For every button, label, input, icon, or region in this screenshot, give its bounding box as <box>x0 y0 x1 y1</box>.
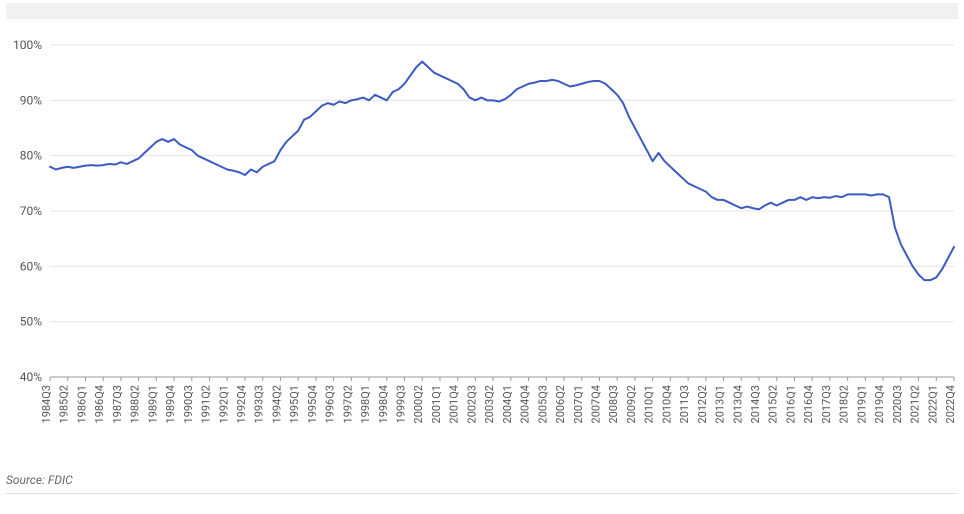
x-tick-label: 2009Q2 <box>625 385 638 423</box>
y-tick-label: 80% <box>20 149 42 163</box>
x-tick-label: 2020Q3 <box>891 385 904 423</box>
x-tick-label: 2017Q3 <box>820 385 833 423</box>
x-tick-label: 2013Q1 <box>714 385 727 423</box>
x-tick-label: 2007Q4 <box>589 385 602 423</box>
x-tick-label: 1999Q3 <box>395 385 408 423</box>
y-tick-label: 70% <box>20 204 42 218</box>
x-tick-label: 1998Q1 <box>359 385 372 423</box>
x-tick-label: 2022Q4 <box>944 385 957 423</box>
x-tick-label: 1994Q2 <box>270 385 283 423</box>
x-tick-label: 1992Q1 <box>217 385 230 423</box>
x-tick-label: 2007Q1 <box>572 385 585 423</box>
x-tick-label: 1997Q2 <box>341 385 354 423</box>
x-tick-label: 2016Q1 <box>784 385 797 423</box>
x-tick-label: 2004Q1 <box>501 385 514 423</box>
y-tick-label: 60% <box>20 259 42 273</box>
x-tick-label: 1993Q3 <box>253 385 266 423</box>
x-tick-label: 1984Q3 <box>40 385 53 423</box>
x-tick-label: 1991Q2 <box>200 385 213 423</box>
y-tick-label: 40% <box>20 370 42 384</box>
x-tick-label: 2003Q2 <box>483 385 496 423</box>
x-tick-label: 1989Q4 <box>164 385 177 423</box>
y-tick-label: 90% <box>20 93 42 107</box>
x-tick-label: 2008Q3 <box>607 385 620 423</box>
x-tick-label: 1998Q4 <box>377 385 390 423</box>
x-tick-label: 1986Q1 <box>75 385 88 423</box>
x-tick-label: 2013Q4 <box>731 385 744 423</box>
x-tick-label: 2010Q1 <box>643 385 656 423</box>
x-tick-label: 2012Q2 <box>696 385 709 423</box>
x-tick-label: 1986Q4 <box>93 385 106 423</box>
line-chart: 40% 50% 60% 70% 80% 90% 100% 1984Q3 1985Q2 1986Q1… <box>6 37 958 457</box>
x-tick-label: 2011Q3 <box>678 385 691 423</box>
x-tick-label: 1995Q1 <box>288 385 301 423</box>
source-label: Source: FDIC <box>6 473 958 487</box>
x-tick-label: 2019Q4 <box>873 385 886 423</box>
x-tick-label: 2021Q2 <box>909 385 922 423</box>
x-tick-label: 2016Q4 <box>802 385 815 423</box>
x-tick-label: 2022Q1 <box>926 385 939 423</box>
x-tick-label: 2005Q3 <box>536 385 549 423</box>
footer-divider <box>6 493 958 494</box>
header-band <box>6 3 958 19</box>
x-tick-label: 2000Q2 <box>412 385 425 423</box>
x-tick-label: 1989Q1 <box>146 385 159 423</box>
x-tick-label: 2004Q4 <box>519 385 532 423</box>
x-tick-label: 2019Q1 <box>855 385 868 423</box>
y-tick-label: 50% <box>20 315 42 329</box>
x-tick-label: 2014Q3 <box>749 385 762 423</box>
x-tick-label: 1990Q3 <box>182 385 195 423</box>
x-tick-label: 2015Q2 <box>767 385 780 423</box>
x-tick-label: 2001Q4 <box>448 385 461 423</box>
x-tick-label: 2002Q3 <box>465 385 478 423</box>
x-tick-label: 1987Q3 <box>111 385 124 423</box>
page: 40% 50% 60% 70% 80% 90% 100% 1984Q3 1985Q2 1986Q1… <box>0 3 964 514</box>
x-tick-label: 2001Q1 <box>430 385 443 423</box>
x-tick-label: 1996Q3 <box>324 385 337 423</box>
x-tick-label: 1995Q4 <box>306 385 319 423</box>
x-tick-label: 2006Q2 <box>554 385 567 423</box>
x-tick-label: 1985Q2 <box>58 385 71 423</box>
chart-svg: 40% 50% 60% 70% 80% 90% 100% 1984Q3 1985Q2 1986Q1… <box>6 37 958 457</box>
x-tick-label: 2010Q4 <box>660 385 673 423</box>
y-tick-label: 100% <box>13 38 42 52</box>
x-tick-label: 1988Q2 <box>129 385 142 423</box>
x-tick-label: 2018Q2 <box>838 385 851 423</box>
x-tick-label: 1992Q4 <box>235 385 248 423</box>
